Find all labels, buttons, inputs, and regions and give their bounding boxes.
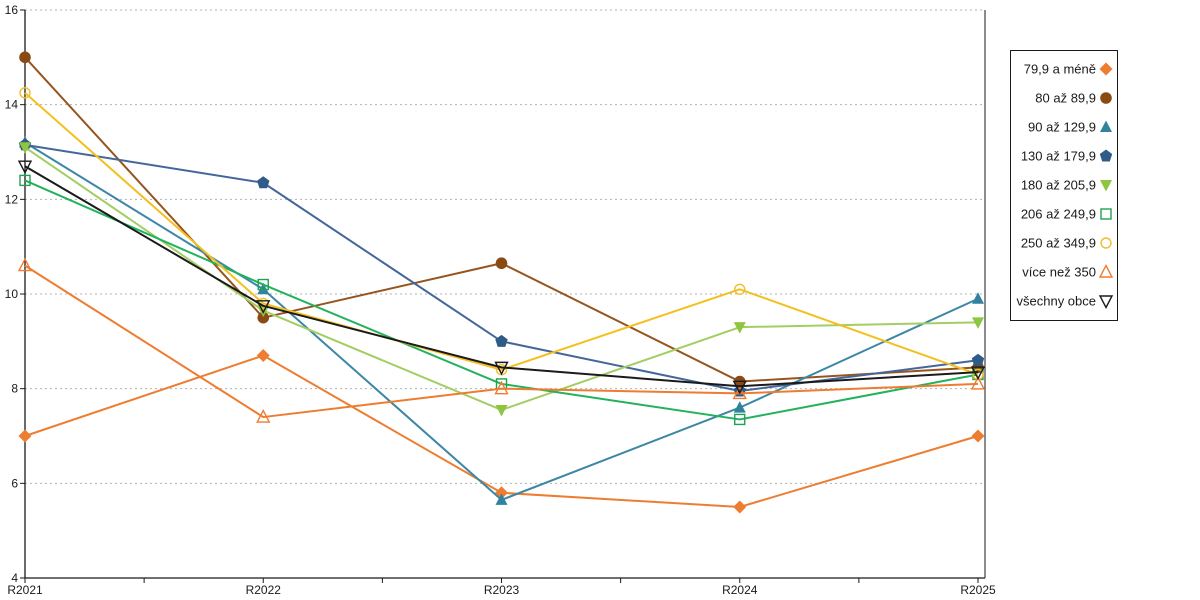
series-line-6: [24, 92, 979, 376]
y-tick-label: 12: [5, 192, 19, 206]
data-point-marker: [494, 361, 509, 376]
data-point-marker: [495, 404, 508, 417]
data-point-marker: [734, 413, 746, 426]
legend-label: 90 až 129,9: [1028, 120, 1096, 135]
legend-marker-icon: [1100, 92, 1112, 104]
legend-marker-icon: [1100, 237, 1112, 249]
data-point-marker: [17, 257, 33, 272]
data-point-marker: [971, 429, 985, 443]
data-point-marker: [256, 300, 271, 314]
data-point-marker: [732, 380, 747, 395]
legend-marker-icon: [1100, 180, 1112, 192]
data-point-marker: [733, 322, 746, 334]
y-tick-label: 14: [5, 98, 19, 112]
legend-marker-icon: [1098, 295, 1114, 310]
data-point-marker: [19, 174, 31, 187]
x-tick-label: R2021: [7, 583, 43, 597]
data-point-marker: [972, 292, 984, 304]
data-point-marker: [971, 353, 985, 366]
x-tick-label: R2025: [960, 583, 996, 597]
data-point-marker: [495, 493, 508, 505]
legend-marker-icon: [1098, 263, 1114, 278]
legend-marker-icon: [1099, 62, 1113, 76]
data-point-marker: [733, 500, 747, 514]
data-point-marker: [972, 317, 984, 329]
legend-label: více než 350: [1022, 265, 1096, 280]
data-point-marker: [19, 142, 31, 154]
x-tick-label: R2022: [246, 583, 282, 597]
legend-marker-icon: [1100, 208, 1112, 220]
data-point-marker: [970, 375, 986, 390]
legend-label: 130 až 179,9: [1021, 149, 1096, 164]
series-line-5: [24, 179, 979, 421]
data-point-marker: [257, 311, 270, 324]
legend-label: 79,9 a méně: [1024, 62, 1096, 77]
legend-label: 80 až 89,9: [1035, 91, 1096, 106]
legend-box: [1010, 50, 1118, 321]
legend-marker-icon: [1099, 149, 1113, 162]
data-point-marker: [19, 87, 31, 99]
y-tick-label: 10: [5, 287, 19, 301]
legend-label: 180 až 205,9: [1021, 178, 1096, 193]
legend-marker-icon: [1100, 120, 1112, 132]
x-tick-label: R2023: [484, 583, 520, 597]
series-line-7: [24, 264, 979, 419]
data-point-marker: [18, 429, 32, 443]
legend-label: 250 až 349,9: [1021, 236, 1096, 251]
data-point-marker: [256, 349, 270, 363]
y-tick-label: 6: [11, 476, 18, 490]
data-point-marker: [19, 51, 31, 64]
data-point-marker: [257, 282, 270, 295]
data-point-marker: [970, 366, 986, 381]
data-point-marker: [733, 401, 746, 413]
data-point-marker: [257, 278, 269, 291]
legend-label: 206 až 249,9: [1021, 207, 1096, 222]
data-point-marker: [257, 176, 270, 189]
data-point-marker: [17, 160, 33, 175]
y-tick-label: 4: [11, 571, 18, 585]
series-line-8: [24, 165, 979, 388]
data-point-marker: [256, 409, 271, 423]
y-tick-label: 8: [11, 382, 18, 396]
data-point-marker: [495, 257, 508, 270]
data-point-marker: [734, 283, 746, 295]
data-point-marker: [494, 380, 509, 395]
data-point-marker: [495, 334, 508, 347]
series-line-2: [24, 141, 979, 501]
legend-label: všechny obce: [1017, 294, 1097, 309]
data-point-marker: [732, 385, 747, 400]
y-tick-label: 16: [5, 3, 19, 17]
x-tick-label: R2024: [722, 583, 758, 597]
